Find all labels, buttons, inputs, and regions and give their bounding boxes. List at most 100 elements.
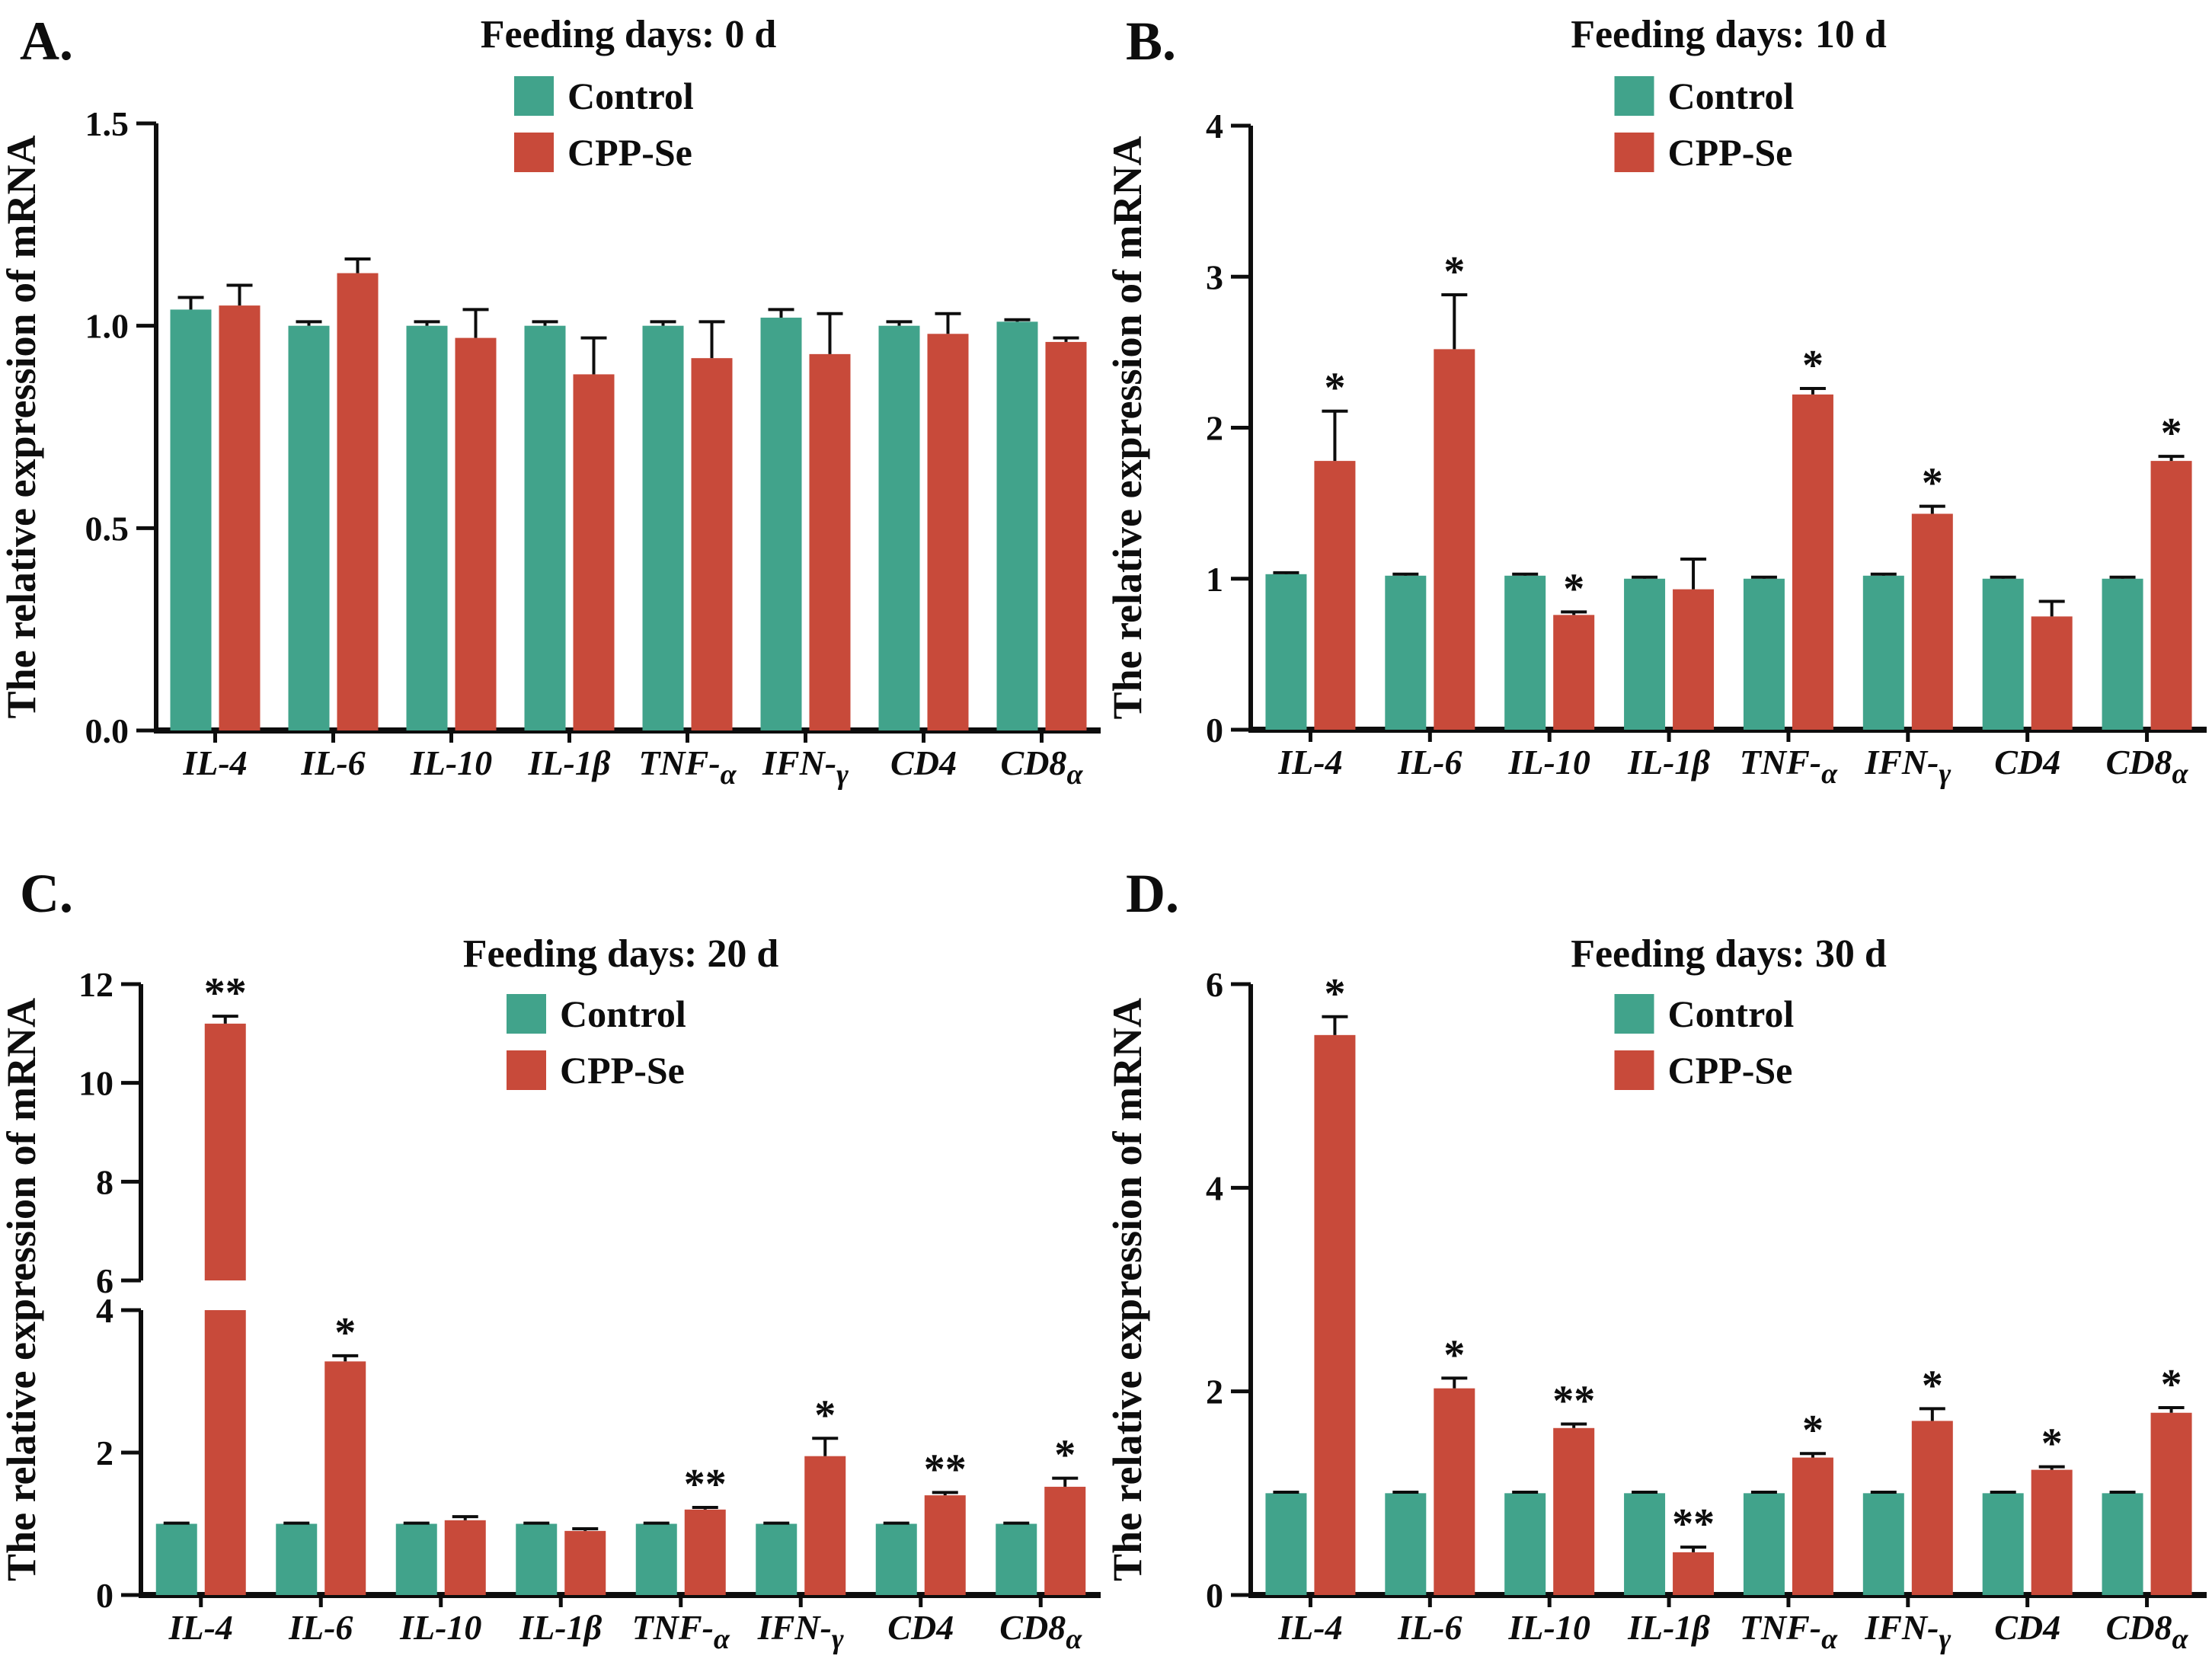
bar-control-IFN-γ bbox=[1862, 575, 1904, 730]
x-category-label: IL-1β bbox=[1627, 743, 1710, 782]
x-category-label: IL-1β bbox=[1627, 1608, 1710, 1647]
legend-swatch-control bbox=[514, 76, 554, 116]
y-axis-title: The relative expression of mRNA bbox=[1106, 136, 1150, 720]
x-category-label: TNF-α bbox=[638, 743, 737, 791]
bar-control-IFN-γ bbox=[1862, 1493, 1904, 1595]
legend-label-control: Control bbox=[560, 993, 686, 1035]
x-category-label: IL-6 bbox=[1397, 743, 1462, 782]
bar-cppse-TNF-α bbox=[691, 358, 733, 730]
legend-swatch-control bbox=[1614, 76, 1654, 116]
bar-cppse-IL-4-lower bbox=[204, 1310, 246, 1595]
bar-control-IL-6 bbox=[1385, 1493, 1427, 1595]
bar-cppse-CD4 bbox=[2031, 616, 2073, 730]
panel-title: Feeding days: 0 d bbox=[481, 13, 777, 56]
significance-marker: ** bbox=[924, 1446, 967, 1493]
x-category-label: IL-6 bbox=[300, 743, 365, 782]
bar-control-IL-6 bbox=[288, 325, 330, 731]
x-category-label: IL-10 bbox=[1508, 1608, 1590, 1647]
y-axis-title: The relative expression of mRNA bbox=[1106, 998, 1150, 1581]
x-category-label: CD4 bbox=[1994, 1608, 2060, 1647]
significance-marker: ** bbox=[1672, 1501, 1715, 1548]
panel-title: Feeding days: 30 d bbox=[1571, 932, 1887, 976]
panel-a: A. Feeding days: 0 d Control CPP-Se 0.0 0.5 1.… bbox=[0, 0, 1106, 838]
x-category-label: IFN-γ bbox=[1864, 743, 1951, 790]
bar-cppse-CD4 bbox=[924, 1495, 966, 1595]
x-category-label: TNF-α bbox=[632, 1608, 730, 1655]
bar-cppse-IFN-γ bbox=[1911, 1421, 1953, 1595]
bar-cppse-CD8α bbox=[1044, 1486, 1086, 1595]
x-category-label: TNF-α bbox=[1740, 1608, 1838, 1655]
y-tick-label: 1 bbox=[1206, 560, 1223, 599]
y-tick-label: 2 bbox=[1206, 409, 1223, 448]
legend-label-cpp-se: CPP-Se bbox=[1668, 1049, 1793, 1092]
panel-b-chart: B. Feeding days: 10 d Control CPP-Se 0 1 2 3 4 Th… bbox=[1104, 11, 2207, 790]
bar-cppse-IL-6 bbox=[324, 1361, 366, 1595]
bar-control-TNF-α bbox=[642, 325, 684, 731]
x-category-label: CD8α bbox=[1001, 743, 1084, 791]
x-category-label: IL-10 bbox=[410, 743, 492, 782]
bar-control-IL-1β bbox=[1624, 578, 1666, 730]
bar-cppse-TNF-α bbox=[684, 1509, 726, 1595]
bar-cppse-IL-4 bbox=[1314, 1034, 1356, 1595]
x-category-label: CD8α bbox=[999, 1608, 1082, 1655]
panel-letter: A. bbox=[20, 11, 73, 72]
y-tick-label: 0 bbox=[1206, 711, 1223, 750]
bar-cppse-IL-10 bbox=[455, 337, 497, 730]
significance-marker: ** bbox=[684, 1461, 727, 1508]
legend-label-cpp-se: CPP-Se bbox=[1668, 131, 1793, 174]
legend-swatch-cpp-se bbox=[507, 1050, 546, 1090]
bar-control-CD8α bbox=[996, 1523, 1037, 1595]
x-category-label: IL-4 bbox=[1277, 1608, 1342, 1647]
bar-cppse-IL-6 bbox=[1434, 349, 1475, 730]
x-category-label: CD4 bbox=[887, 1608, 954, 1647]
bar-control-IL-10 bbox=[406, 325, 448, 731]
x-category-label: CD4 bbox=[890, 743, 957, 782]
bar-control-IL-1β bbox=[524, 325, 566, 731]
significance-marker: * bbox=[1922, 460, 1943, 507]
bar-control-IFN-γ bbox=[760, 318, 802, 730]
x-category-label: CD4 bbox=[1994, 743, 2060, 782]
bar-cppse-CD8α bbox=[2150, 1412, 2192, 1595]
significance-marker: * bbox=[1922, 1362, 1943, 1409]
y-axis-title: The relative expression of mRNA bbox=[0, 998, 44, 1581]
bar-cppse-IFN-γ bbox=[809, 353, 851, 730]
bar-control-IL-6 bbox=[276, 1523, 318, 1595]
significance-marker: * bbox=[1443, 248, 1465, 296]
legend-label-cpp-se: CPP-Se bbox=[567, 131, 692, 174]
panel-title: Feeding days: 10 d bbox=[1571, 13, 1887, 56]
legend-swatch-cpp-se bbox=[1614, 1050, 1654, 1090]
significance-marker: * bbox=[334, 1309, 356, 1357]
x-category-label: CD8α bbox=[2106, 1608, 2189, 1655]
x-category-label: IFN-γ bbox=[762, 743, 849, 791]
y-tick-label: 1.5 bbox=[85, 104, 129, 143]
x-category-label: IFN-γ bbox=[757, 1608, 844, 1655]
legend-swatch-control bbox=[507, 994, 546, 1034]
bar-control-IL-4 bbox=[1265, 574, 1307, 730]
significance-marker: * bbox=[1443, 1331, 1465, 1379]
y-tick-label: 10 bbox=[78, 1064, 113, 1103]
bar-cppse-IL-10 bbox=[444, 1520, 486, 1595]
bar-cppse-IL-6 bbox=[1434, 1388, 1475, 1595]
x-category-label: IL-1β bbox=[528, 743, 611, 782]
bar-cppse-IL-1β bbox=[1673, 589, 1715, 730]
bar-cppse-IL-1β bbox=[573, 374, 615, 730]
significance-marker: * bbox=[1802, 1407, 1824, 1454]
panel-c: C. Feeding days: 20 d Control CPP-Se 0 2 4 6 8 10… bbox=[0, 837, 1106, 1675]
significance-marker: * bbox=[1802, 342, 1824, 389]
bar-control-IL-4 bbox=[155, 1523, 197, 1595]
bar-cppse-IL-4 bbox=[1314, 461, 1356, 730]
legend-swatch-cpp-se bbox=[514, 133, 554, 172]
x-category-label: TNF-α bbox=[1740, 743, 1838, 790]
y-axis-title: The relative expression of mRNA bbox=[0, 136, 44, 719]
bar-control-CD4 bbox=[1982, 578, 2024, 730]
panel-b: B. Feeding days: 10 d Control CPP-Se 0 1 2 3 4 Th… bbox=[1104, 0, 2212, 838]
bar-cppse-CD8α bbox=[2150, 461, 2192, 730]
y-tick-label: 8 bbox=[96, 1162, 113, 1201]
y-tick-label: 6 bbox=[96, 1261, 113, 1300]
bar-control-IL-10 bbox=[1504, 1493, 1546, 1595]
bar-control-CD8α bbox=[2102, 1493, 2143, 1595]
significance-marker: ** bbox=[1552, 1377, 1595, 1424]
significance-marker: ** bbox=[204, 970, 247, 1017]
legend-swatch-cpp-se bbox=[1614, 133, 1654, 172]
bar-control-IL-10 bbox=[1504, 575, 1546, 730]
